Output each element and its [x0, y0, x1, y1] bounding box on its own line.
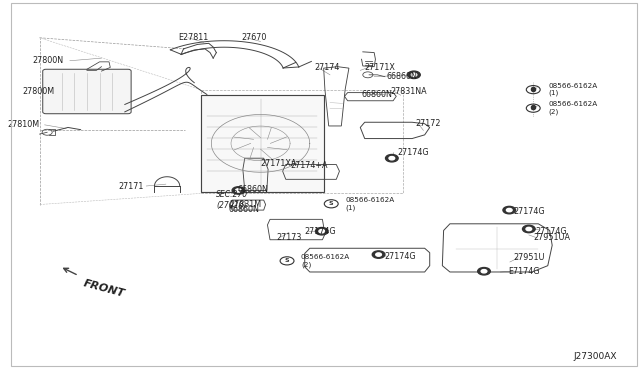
Circle shape [319, 230, 324, 233]
Text: 27173: 27173 [276, 232, 301, 242]
Text: 08566-6162A
(1): 08566-6162A (1) [345, 197, 394, 211]
Text: 27800M: 27800M [22, 87, 54, 96]
Text: 27951UA: 27951UA [533, 233, 570, 243]
Text: 27810M: 27810M [8, 121, 40, 129]
Text: E27811: E27811 [179, 33, 209, 42]
Text: 27171XA: 27171XA [260, 158, 297, 167]
Text: 27174: 27174 [314, 63, 340, 72]
Text: 27670: 27670 [241, 33, 267, 42]
Text: FRONT: FRONT [82, 279, 125, 299]
FancyBboxPatch shape [200, 95, 324, 192]
Text: 66860N: 66860N [237, 185, 268, 194]
Circle shape [408, 71, 420, 78]
Circle shape [376, 253, 381, 256]
Text: 66860N: 66860N [362, 90, 392, 99]
Text: 27174G: 27174G [384, 252, 416, 261]
Circle shape [236, 189, 241, 192]
Text: 27174G: 27174G [535, 227, 567, 236]
Circle shape [522, 225, 535, 233]
Text: 27171X: 27171X [365, 63, 396, 72]
Circle shape [316, 228, 328, 235]
Text: 27171: 27171 [118, 182, 144, 190]
Text: 66860N: 66860N [387, 72, 418, 81]
Circle shape [506, 208, 512, 212]
Circle shape [385, 154, 398, 162]
Text: 27174+A: 27174+A [291, 161, 328, 170]
Text: 27174G: 27174G [305, 227, 337, 236]
Text: 27174G: 27174G [397, 148, 429, 157]
Circle shape [232, 187, 244, 194]
Text: 27800N: 27800N [33, 56, 63, 65]
Text: 27831M: 27831M [229, 200, 261, 209]
Text: 27831NA: 27831NA [390, 87, 427, 96]
Text: J27300AX: J27300AX [573, 352, 617, 361]
Text: 66860N: 66860N [229, 205, 260, 214]
Text: 27174G: 27174G [513, 208, 545, 217]
Circle shape [389, 157, 395, 160]
Circle shape [411, 73, 417, 77]
Text: 08566-6162A
(1): 08566-6162A (1) [548, 83, 598, 96]
Text: 27172: 27172 [415, 119, 441, 128]
Text: SEC.270
(27010): SEC.270 (27010) [216, 190, 248, 210]
Text: S: S [531, 106, 536, 111]
Circle shape [503, 206, 516, 214]
Text: E7174G: E7174G [508, 267, 540, 276]
Text: S: S [329, 201, 333, 206]
Text: 08566-6162A
(2): 08566-6162A (2) [548, 102, 598, 115]
Text: 27951U: 27951U [513, 253, 545, 262]
Circle shape [372, 251, 385, 258]
Circle shape [526, 227, 532, 231]
Circle shape [477, 267, 490, 275]
Text: S: S [531, 87, 536, 92]
Text: 08566-6162A
(2): 08566-6162A (2) [301, 254, 350, 267]
Text: S: S [285, 259, 289, 263]
FancyBboxPatch shape [43, 69, 131, 114]
Circle shape [481, 270, 487, 273]
